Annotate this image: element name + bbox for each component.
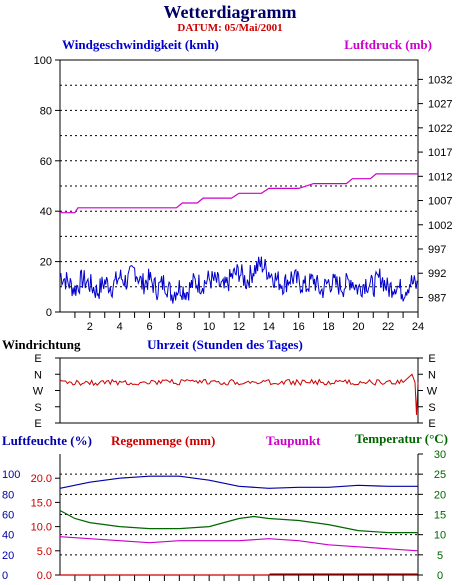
temp-tick-label: 15 bbox=[434, 510, 446, 522]
rain-tick-label: 15.0 bbox=[31, 497, 52, 509]
y2-tick-label: 1032 bbox=[428, 74, 452, 86]
temp-tick-label: 20 bbox=[434, 489, 446, 501]
wind-speed-label: Windgeschwindigkeit (kmh) bbox=[62, 37, 219, 52]
rain-tick-label: 5.0 bbox=[37, 546, 52, 558]
y2-tick-label: 1027 bbox=[428, 99, 452, 111]
rain-tick-label: 10.0 bbox=[31, 522, 52, 534]
y2-tick-label: 997 bbox=[428, 244, 446, 256]
y2-tick-label: E bbox=[428, 353, 435, 365]
y2-tick-label: E bbox=[428, 418, 435, 430]
humidity-label: Luftfeuchte (%) bbox=[2, 433, 92, 448]
humidity-rain-temp-plot: 0 20 40 60 80 100 0.0 5.0 10.0 15.0 20.0 0 5 10 15 20 25… bbox=[2, 449, 446, 582]
humidity-tick-label: 100 bbox=[2, 469, 20, 481]
dew-point-line bbox=[59, 536, 419, 552]
y-tick-label: N bbox=[34, 369, 42, 381]
x-tick-label: 2 bbox=[87, 321, 93, 333]
temp-tick-label: 30 bbox=[434, 449, 446, 461]
x-tick-label: 12 bbox=[233, 321, 245, 333]
y-tick-label: 100 bbox=[34, 55, 52, 67]
temp-tick-label: 5 bbox=[437, 550, 443, 562]
wind-direction-label: Windrichtung bbox=[2, 337, 81, 352]
rain-label: Regenmenge (mm) bbox=[111, 433, 215, 448]
humidity-tick-label: 40 bbox=[2, 530, 14, 542]
y2-tick-label: N bbox=[428, 369, 436, 381]
temp-tick-label: 10 bbox=[434, 530, 446, 542]
x-tick-label: 10 bbox=[203, 321, 215, 333]
y-tick-label: 80 bbox=[40, 105, 52, 117]
y-tick-label: 40 bbox=[40, 206, 52, 218]
y-tick-label: E bbox=[34, 418, 41, 430]
wind-direction-plot: E EN NW WS SE E bbox=[33, 353, 438, 430]
wind-pressure-plot: 0204060801009879929971002100710121017102… bbox=[34, 55, 453, 333]
x-tick-label: 4 bbox=[117, 321, 123, 333]
plot-frame bbox=[59, 357, 419, 424]
x-tick-label: 24 bbox=[412, 321, 424, 333]
x-tick-label: 14 bbox=[263, 321, 275, 333]
chart-title: Wetterdiagramm bbox=[164, 2, 297, 22]
pressure-label: Luftdruck (mb) bbox=[344, 37, 432, 52]
humidity-tick-label: 0 bbox=[2, 570, 8, 582]
y-tick-label: E bbox=[34, 353, 41, 365]
rain-tick-label: 0.0 bbox=[37, 570, 52, 582]
temp-tick-label: 25 bbox=[434, 469, 446, 481]
temperature-label: Temperatur (°C) bbox=[355, 431, 448, 446]
temperature-line bbox=[59, 509, 418, 534]
dew-point-label: Taupunkt bbox=[266, 433, 321, 448]
temp-tick-label: 0 bbox=[437, 570, 443, 582]
y2-tick-label: W bbox=[427, 386, 438, 398]
y-tick-label: 20 bbox=[40, 257, 52, 269]
x-tick-label: 22 bbox=[382, 321, 394, 333]
y2-tick-label: 1022 bbox=[428, 123, 452, 135]
time-axis-label: Uhrzeit (Stunden des Tages) bbox=[147, 337, 303, 352]
humidity-tick-label: 60 bbox=[2, 510, 14, 522]
humidity-tick-label: 80 bbox=[2, 489, 14, 501]
x-tick-label: 16 bbox=[293, 321, 305, 333]
wind-speed-line bbox=[59, 256, 418, 304]
y2-tick-label: 1012 bbox=[428, 171, 452, 183]
x-tick-label: 6 bbox=[146, 321, 152, 333]
y2-tick-label: S bbox=[428, 402, 435, 414]
y-tick-label: 60 bbox=[40, 156, 52, 168]
y2-tick-label: 987 bbox=[428, 292, 446, 304]
chart-date: DATUM: 05/Mai/2001 bbox=[177, 22, 282, 34]
x-tick-label: 18 bbox=[322, 321, 334, 333]
y-tick-label: 0 bbox=[46, 307, 52, 319]
x-tick-label: 20 bbox=[352, 321, 364, 333]
x-tick-label: 8 bbox=[176, 321, 182, 333]
rain-line bbox=[60, 573, 418, 576]
humidity-tick-label: 20 bbox=[2, 550, 14, 562]
rain-tick-label: 20.0 bbox=[31, 473, 52, 485]
y-tick-label: S bbox=[34, 402, 41, 414]
humidity-line bbox=[59, 475, 418, 489]
pressure-line bbox=[60, 173, 418, 214]
y2-tick-label: 1007 bbox=[428, 196, 452, 208]
y2-tick-label: 1017 bbox=[428, 147, 452, 159]
y2-tick-label: 1002 bbox=[428, 220, 452, 232]
wind-direction-line bbox=[59, 373, 419, 415]
y2-tick-label: 992 bbox=[428, 268, 446, 280]
y-tick-label: W bbox=[33, 386, 44, 398]
